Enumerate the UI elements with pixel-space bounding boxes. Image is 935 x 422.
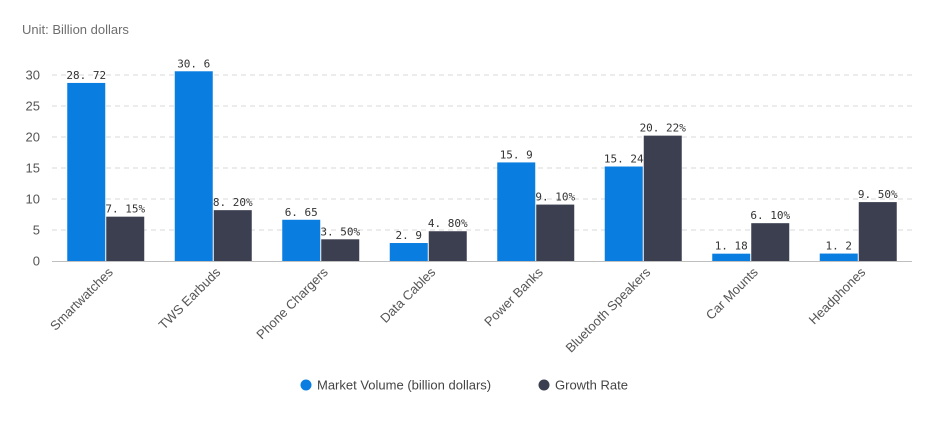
data-label: 2. 9 [396, 229, 423, 242]
market-volume-bar[interactable] [389, 243, 428, 261]
growth-rate-bar[interactable] [536, 204, 575, 261]
category-label: Car Mounts [703, 264, 761, 322]
market-volume-bar[interactable] [712, 253, 751, 261]
market-volume-bar[interactable] [604, 166, 643, 261]
market-volume-bar[interactable] [174, 71, 213, 261]
market-volume-bar[interactable] [819, 253, 858, 261]
category-label: Headphones [806, 264, 869, 327]
data-label: 28. 72 [66, 69, 106, 82]
data-label: 9. 50% [858, 188, 898, 201]
growth-rate-bar[interactable] [428, 231, 467, 261]
growth-rate-bar[interactable] [106, 216, 145, 261]
y-tick-label: 20 [26, 130, 40, 145]
market-volume-bar[interactable] [67, 82, 106, 261]
data-label: 15. 9 [500, 148, 533, 161]
y-tick-label: 5 [33, 223, 40, 238]
category-labels: Smartwatches TWS Earbuds Phone Chargers Dat… [47, 264, 869, 355]
data-label: 1. 2 [826, 240, 853, 253]
legend-market-volume-label[interactable]: Market Volume (billion dollars) [317, 378, 491, 393]
data-labels: 28. 72 7. 15% 30. 6 8. 20% 6. 653. 50% 2. 9 4.… [66, 57, 898, 252]
data-label: 9. 10% [535, 191, 575, 204]
y-tick-label: 30 [26, 68, 40, 83]
data-label: 15. 24 [604, 153, 644, 166]
data-label: 4. 80% [428, 217, 468, 230]
growth-rate-bar[interactable] [643, 135, 682, 261]
y-tick-label: 25 [26, 99, 40, 114]
data-label: 20. 22% [640, 122, 687, 135]
growth-rate-bar[interactable] [751, 223, 790, 261]
category-label: Smartwatches [47, 264, 116, 333]
legend[interactable]: Market Volume (billion dollars) Growth Ra… [300, 378, 628, 393]
legend-growth-rate-label[interactable]: Growth Rate [555, 378, 628, 393]
data-label: 30. 6 [177, 57, 210, 70]
data-label: 6. 65 [285, 206, 318, 219]
growth-rate-bar[interactable] [321, 239, 360, 261]
bars [67, 71, 897, 261]
data-label: 8. 20% [213, 196, 253, 209]
growth-rate-bar[interactable] [213, 210, 252, 261]
y-tick-label: 0 [33, 254, 40, 269]
data-label: 3. 50% [320, 225, 360, 238]
y-tick-label: 10 [26, 192, 40, 207]
data-label: 6. 10% [750, 209, 790, 222]
category-label: Phone Chargers [253, 264, 331, 342]
category-label: Data Cables [377, 264, 439, 326]
growth-rate-bar[interactable] [858, 202, 897, 261]
category-label: Bluetooth Speakers [563, 264, 654, 355]
y-axis-ticks: 0 5 10 15 20 25 30 [26, 68, 40, 269]
legend-market-volume-marker[interactable] [300, 379, 312, 391]
category-label: Power Banks [481, 264, 546, 329]
market-volume-bar[interactable] [282, 219, 321, 261]
market-volume-bar[interactable] [497, 162, 536, 261]
data-label: 1. 18 [715, 240, 748, 253]
legend-growth-rate-marker[interactable] [538, 379, 550, 391]
unit-label: Unit: Billion dollars [22, 22, 129, 37]
category-label: TWS Earbuds [156, 264, 224, 332]
data-label: 7. 15% [105, 203, 145, 216]
y-tick-label: 15 [26, 161, 40, 176]
